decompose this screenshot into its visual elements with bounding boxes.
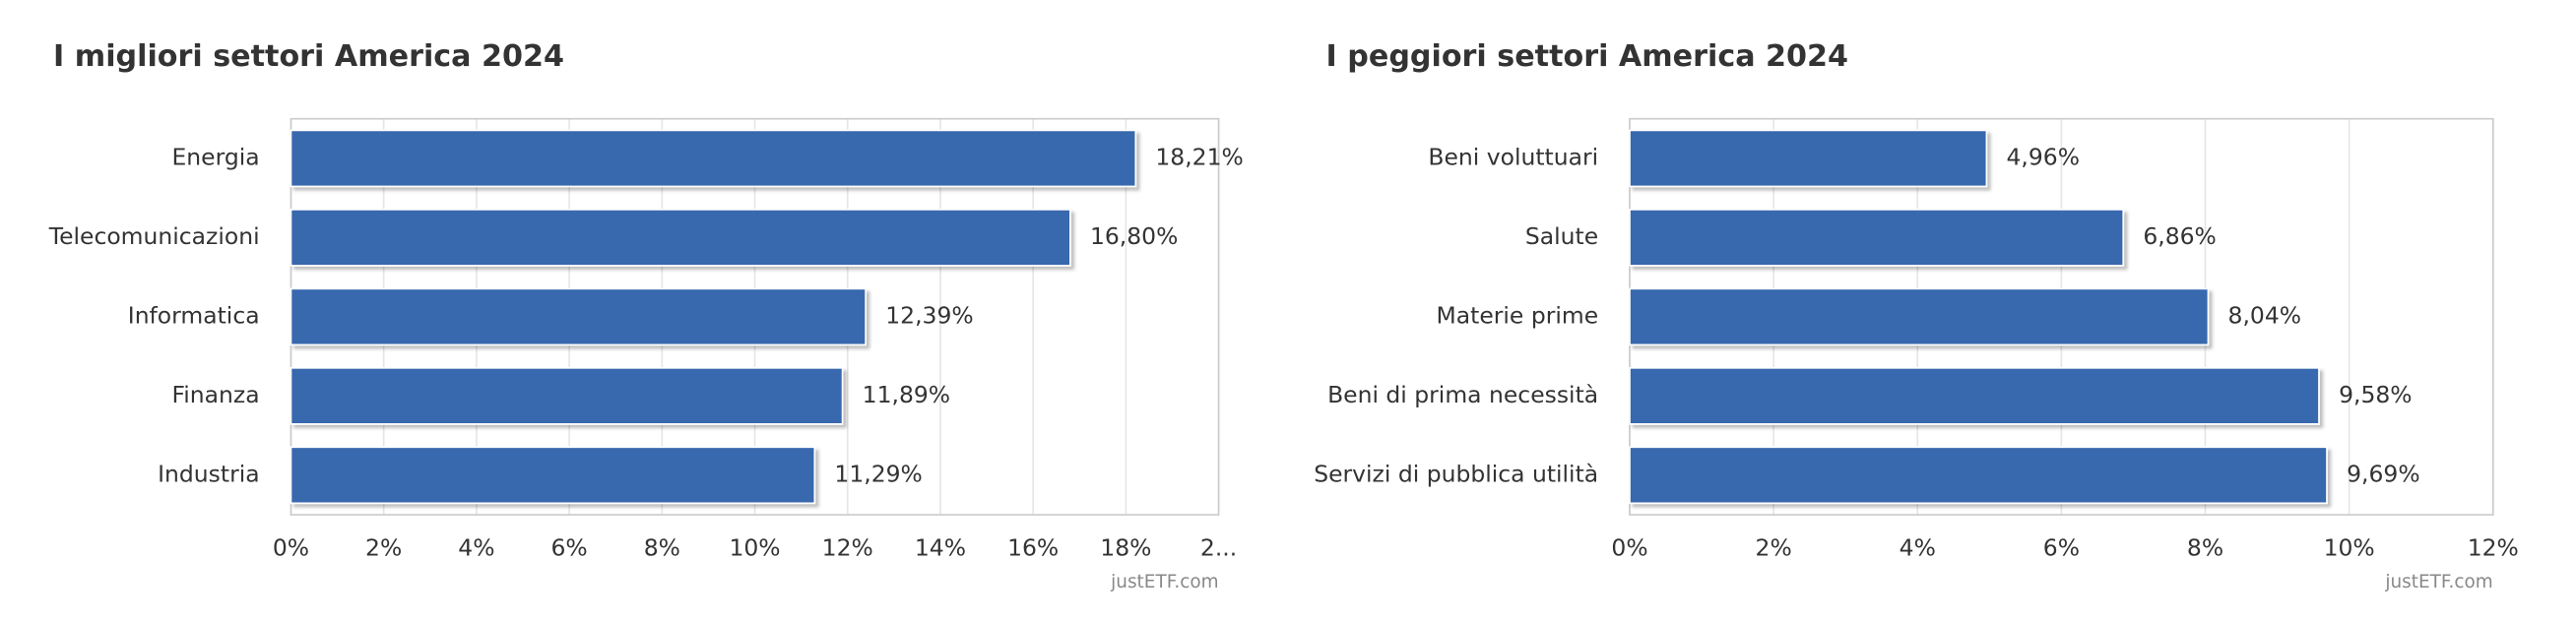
bar <box>290 287 867 346</box>
category-label: Servizi di pubblica utilità <box>1314 460 1598 487</box>
value-label: 16,80% <box>1090 222 1178 250</box>
bar <box>290 446 816 505</box>
credit: justETF.com <box>2384 572 2492 592</box>
category-label: Energia <box>171 143 259 170</box>
bar <box>1629 129 1988 188</box>
bar <box>290 129 1137 188</box>
category-label: Salute <box>1525 222 1598 250</box>
value-label: 9,69% <box>2347 460 2420 487</box>
x-tick-label: 2... <box>1200 534 1237 562</box>
credit: justETF.com <box>1110 572 1218 592</box>
x-tick-label: 6% <box>2043 534 2080 562</box>
category-label: Industria <box>158 460 259 487</box>
value-label: 18,21% <box>1155 143 1243 170</box>
category-label: Beni voluttuari <box>1428 143 1598 170</box>
x-tick-label: 16% <box>1007 534 1059 562</box>
value-label: 8,04% <box>2228 301 2302 329</box>
bar <box>290 366 844 425</box>
x-tick-label: 6% <box>550 534 587 562</box>
value-label: 11,89% <box>863 381 950 408</box>
chart-title: I migliori settori America 2024 <box>53 39 564 74</box>
x-tick-label: 14% <box>915 534 966 562</box>
value-label: 11,29% <box>834 460 922 487</box>
x-tick-label: 4% <box>458 534 494 562</box>
chart-title: I peggiori settori America 2024 <box>1326 39 1848 74</box>
category-label: Informatica <box>128 301 260 329</box>
category-label: Telecomunicazioni <box>48 222 260 250</box>
bar <box>290 209 1071 267</box>
x-tick-label: 18% <box>1100 534 1151 562</box>
x-tick-label: 10% <box>2324 534 2375 562</box>
value-label: 4,96% <box>2007 143 2081 170</box>
value-label: 6,86% <box>2143 222 2217 250</box>
bar <box>1629 209 2125 267</box>
x-tick-label: 4% <box>1900 534 1936 562</box>
x-tick-label: 12% <box>822 534 873 562</box>
x-tick-label: 0% <box>1611 534 1647 562</box>
x-tick-label: 8% <box>644 534 680 562</box>
bar <box>1629 287 2210 346</box>
x-tick-label: 8% <box>2187 534 2223 562</box>
value-label: 12,39% <box>885 301 973 329</box>
category-label: Beni di prima necessità <box>1327 381 1598 408</box>
value-label: 9,58% <box>2339 381 2413 408</box>
x-tick-label: 10% <box>729 534 780 562</box>
category-label: Finanza <box>172 381 260 408</box>
x-tick-label: 2% <box>365 534 402 562</box>
bar <box>1629 446 2328 505</box>
x-tick-label: 2% <box>1756 534 1792 562</box>
bar <box>1629 366 2320 425</box>
x-tick-label: 0% <box>273 534 309 562</box>
x-tick-label: 12% <box>2468 534 2519 562</box>
category-label: Materie prime <box>1437 301 1599 329</box>
